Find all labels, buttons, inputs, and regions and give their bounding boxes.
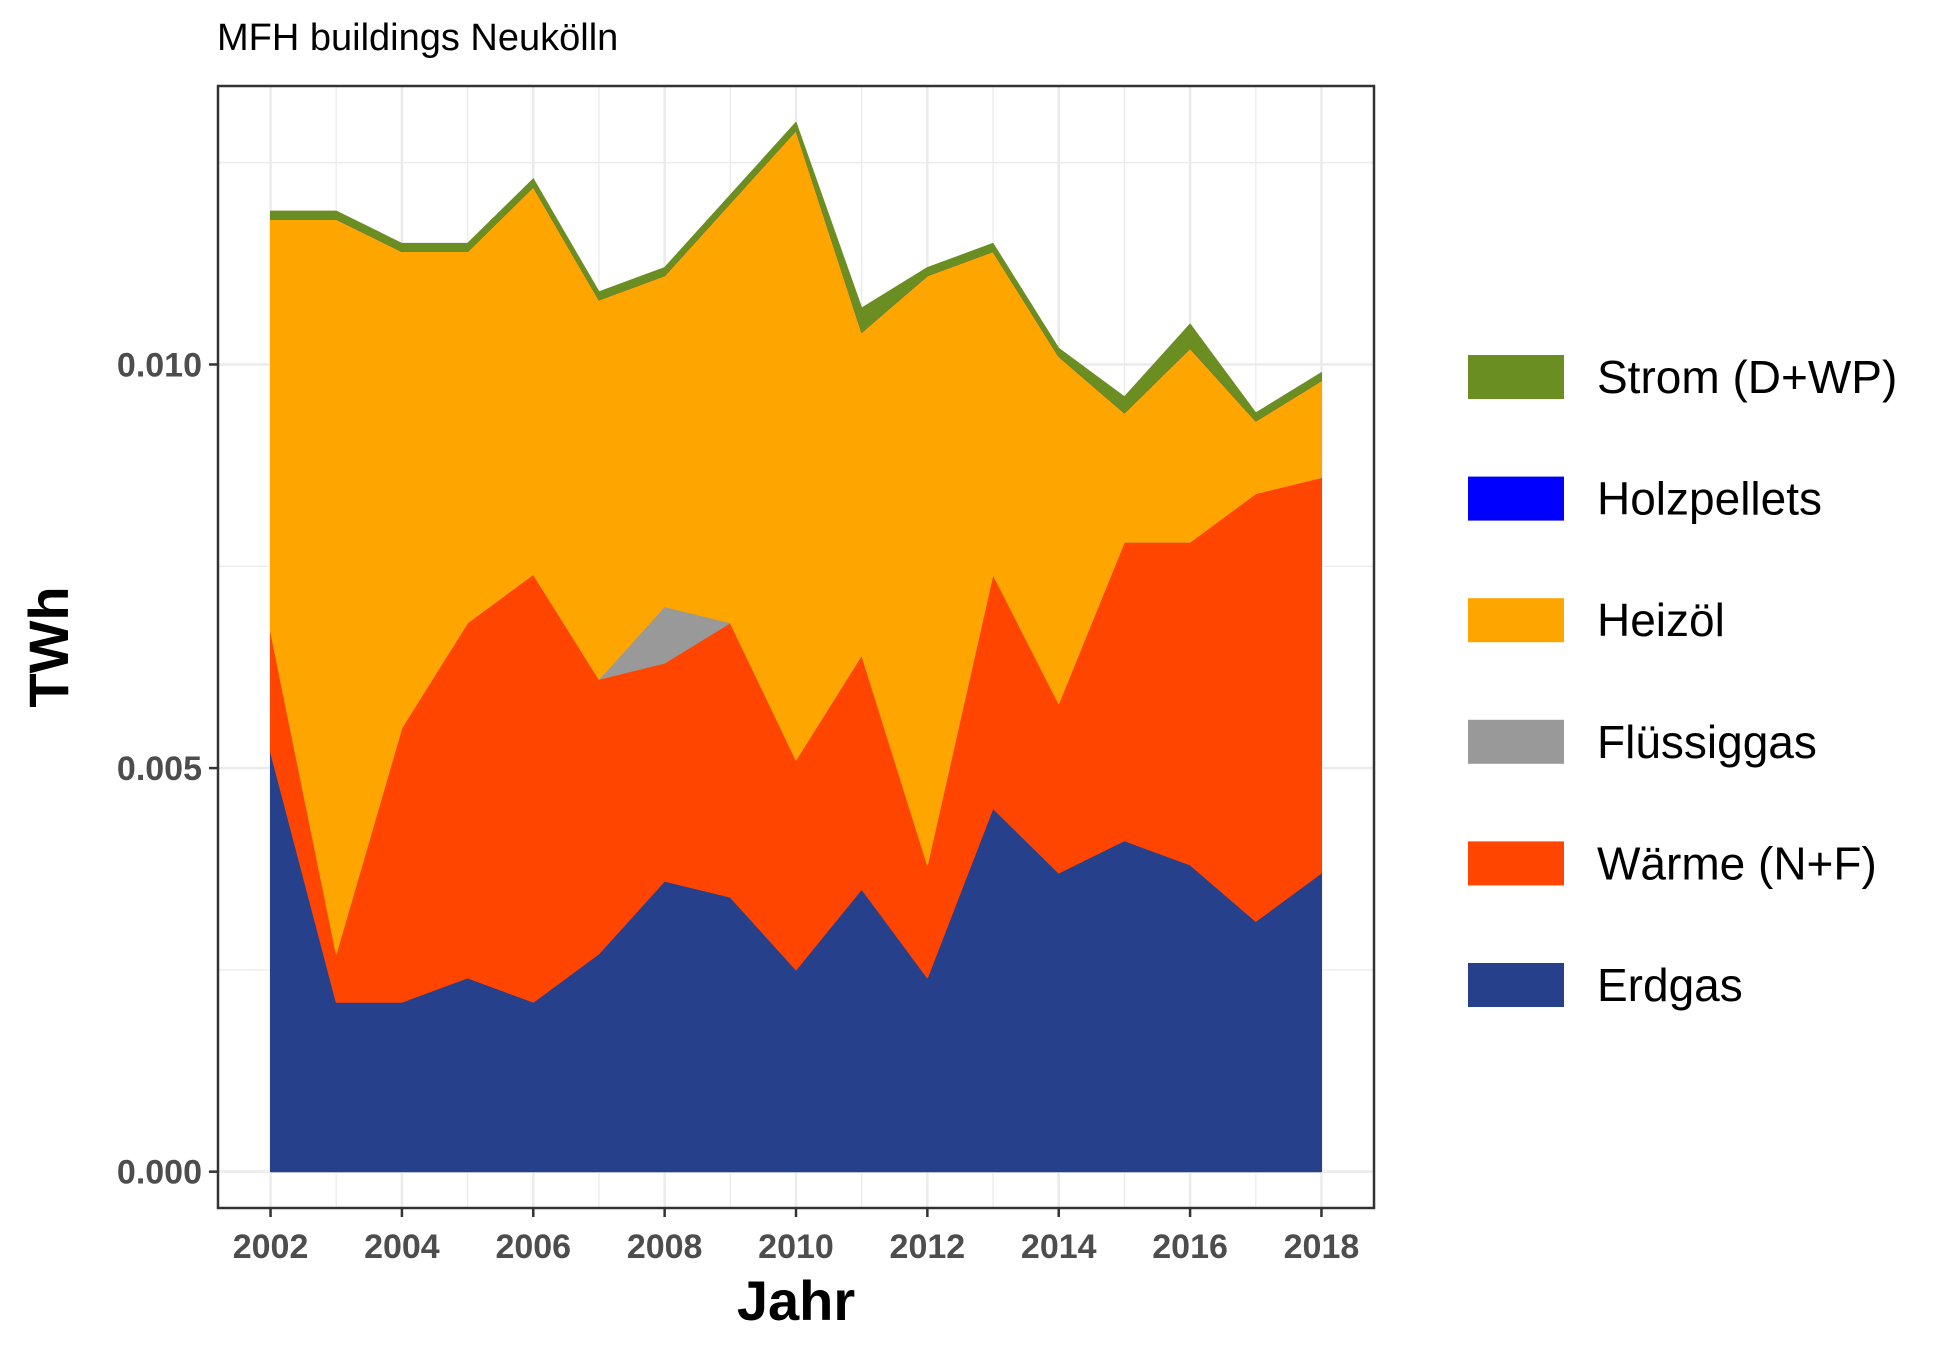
x-tick-label: 2016 xyxy=(1152,1228,1228,1266)
legend-label-heiz-l: Heizöl xyxy=(1597,594,1725,646)
legend-label-erdgas: Erdgas xyxy=(1597,959,1743,1011)
x-tick-label: 2004 xyxy=(364,1228,440,1266)
legend-key-holzpellets xyxy=(1468,476,1564,521)
x-tick-label: 2012 xyxy=(890,1228,966,1266)
legend: Strom (D+WP) Holzpellets Heizöl Flüssiggas W… xyxy=(1468,351,1897,1011)
legend-label-fl-ssiggas: Flüssiggas xyxy=(1597,716,1817,768)
x-tick-label: 2006 xyxy=(495,1228,571,1266)
y-tick-label: 0.010 xyxy=(117,346,202,384)
axis-ticks: 2002 2004 2006 2008 2010 2012 2014 2016 2018 0.00… xyxy=(117,346,1359,1266)
area-strom-d-wp xyxy=(270,121,1322,422)
legend-key-heiz-l xyxy=(1468,598,1564,643)
y-tick-label: 0.000 xyxy=(117,1154,202,1192)
x-tick-label: 2018 xyxy=(1284,1228,1360,1266)
x-axis-title: Jahr xyxy=(737,1269,855,1332)
legend-key-strom-d-wp xyxy=(1468,355,1564,399)
x-tick-label: 2008 xyxy=(627,1228,703,1266)
x-tick-label: 2002 xyxy=(233,1228,309,1266)
legend-label-strom-d-wp: Strom (D+WP) xyxy=(1597,351,1897,403)
y-axis-title: TWh xyxy=(17,586,80,707)
y-tick-label: 0.005 xyxy=(117,750,202,788)
area-series xyxy=(270,121,1322,1173)
legend-label-w-rme-n-f: Wärme (N+F) xyxy=(1597,837,1877,889)
legend-label-holzpellets: Holzpellets xyxy=(1597,473,1822,525)
chart-subtitle: MFH buildings Neukölln xyxy=(217,17,618,59)
x-tick-label: 2010 xyxy=(758,1228,834,1266)
legend-key-fl-ssiggas xyxy=(1468,719,1564,764)
x-tick-label: 2014 xyxy=(1021,1228,1097,1266)
legend-key-erdgas xyxy=(1468,963,1564,1007)
legend-key-w-rme-n-f xyxy=(1468,841,1564,886)
